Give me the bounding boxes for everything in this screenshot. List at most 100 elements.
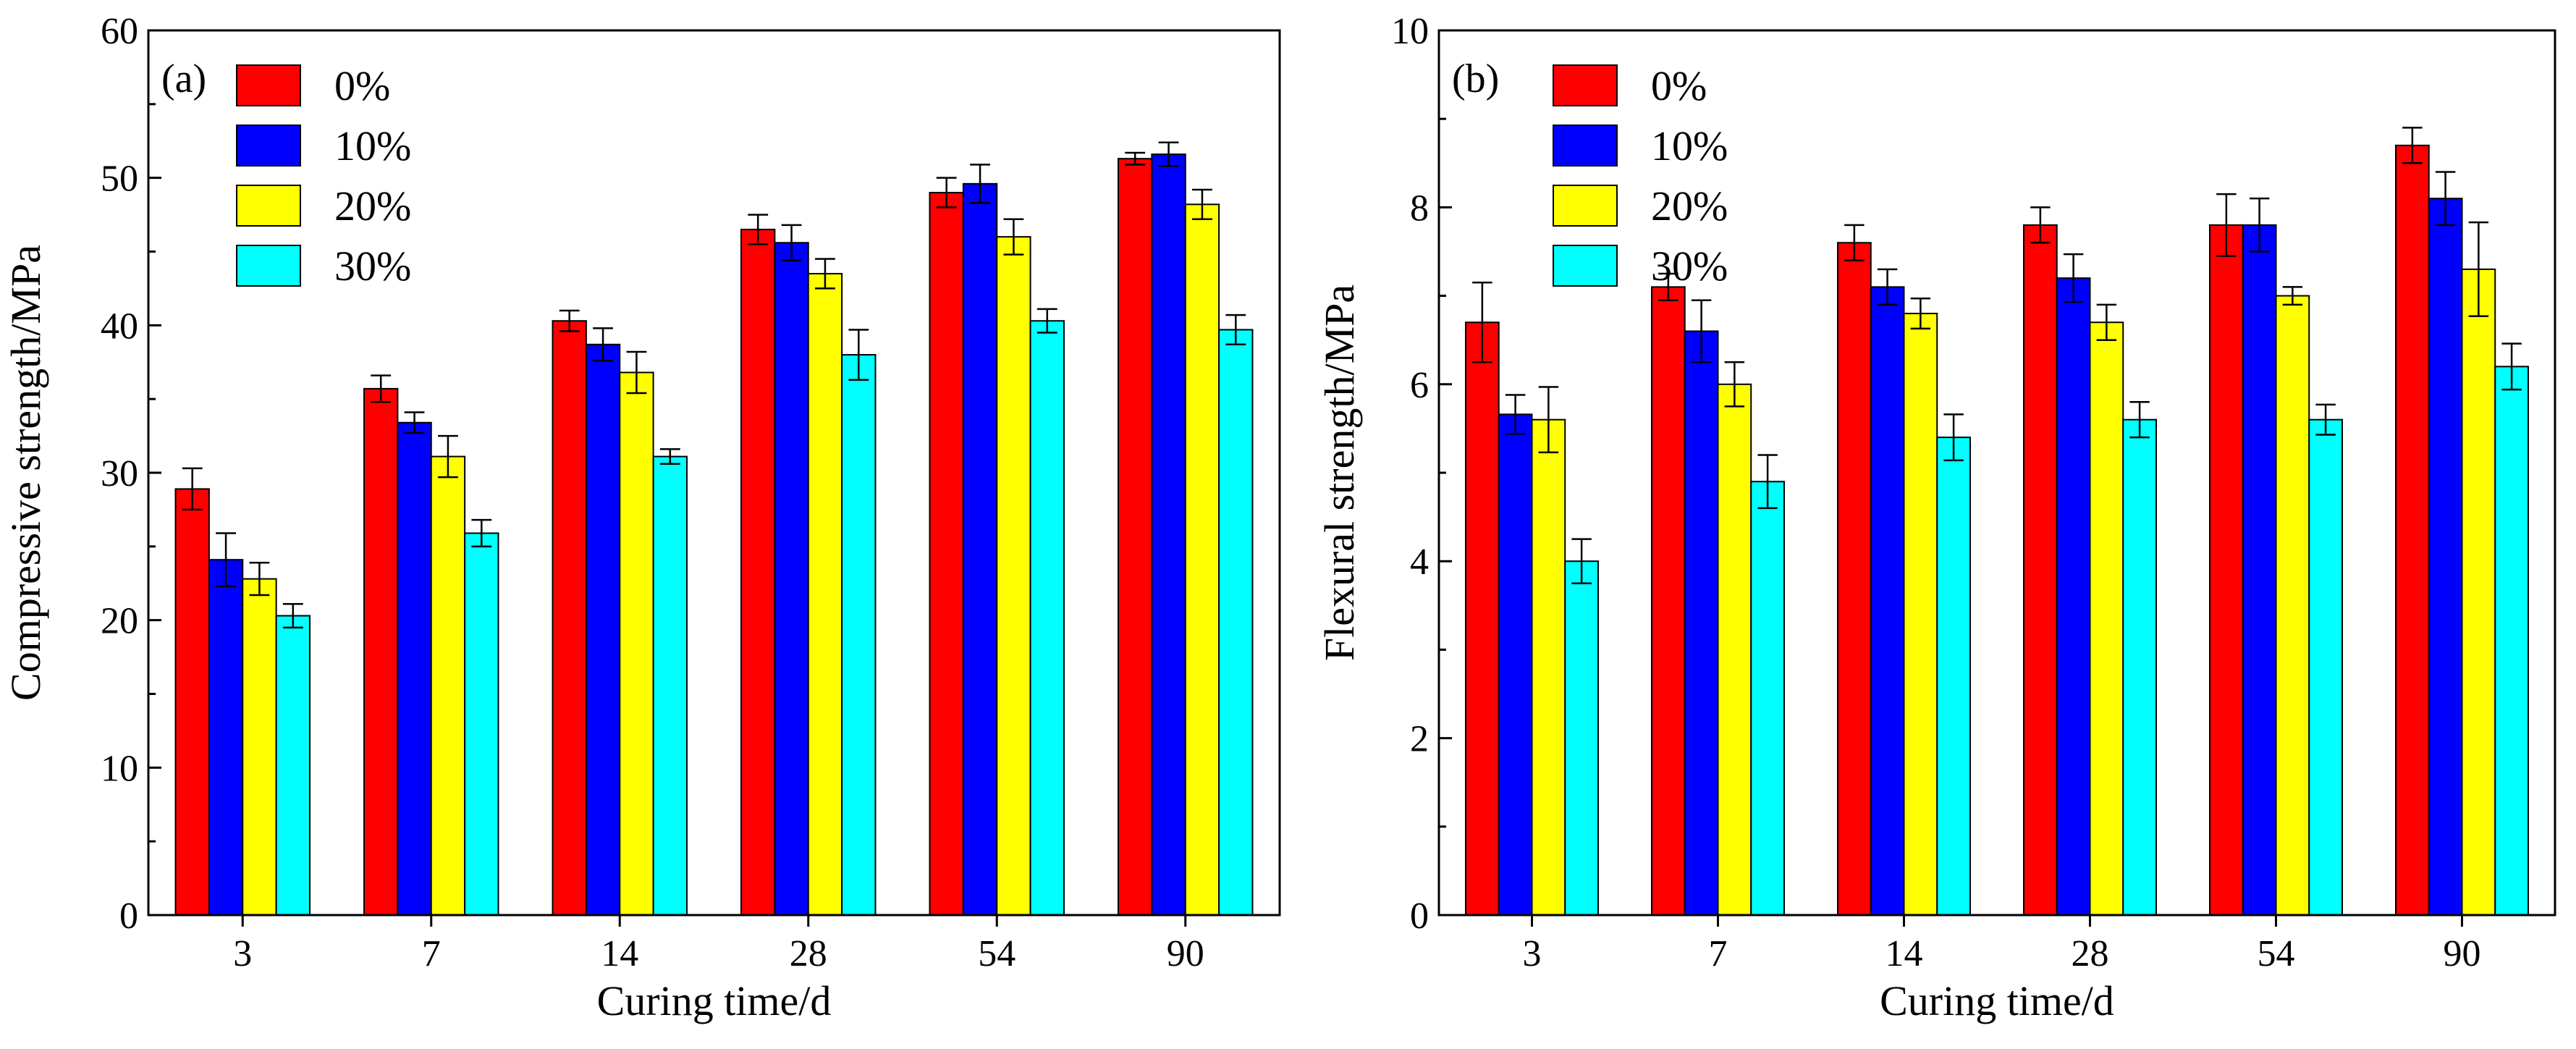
x-axis-title-a: Curing time/d [597,977,832,1024]
error-bar-b-10pct-14 [1877,268,1898,306]
error-bar-b-0pct-90 [2402,127,2423,164]
bar-a-10pct-90 [1151,153,1186,917]
error-bar-b-20pct-54 [2282,286,2303,306]
legend-label-a-20pct: 20% [334,182,411,229]
bar-b-20pct-90 [2461,268,2496,916]
bar-b-10pct-14 [1870,286,1905,916]
error-bar-b-30pct-3 [1571,538,1592,584]
legend-swatch-a-0pct [236,64,301,106]
legend-b: 0% 10% 20% 30% [1553,62,1728,290]
x-tick-label-b: 3 [1523,933,1542,974]
legend-swatch-a-20pct [236,185,301,227]
bar-b-0pct-3 [1465,321,1500,916]
x-tick-label-b: 54 [2258,933,2295,974]
x-tick-label-a: 14 [601,933,638,974]
error-bar-b-10pct-3 [1505,394,1526,435]
x-tick-label-b: 28 [2072,933,2109,974]
bar-b-30pct-28 [2122,418,2157,916]
bar-a-30pct-3 [275,615,311,916]
bar-a-0pct-28 [740,228,776,916]
y-tick-label-b: 2 [1410,719,1429,760]
legend-label-b-20pct: 20% [1651,182,1728,229]
bar-a-20pct-90 [1184,203,1220,916]
y-tick-label-b: 8 [1410,188,1429,229]
error-bar-a-0pct-54 [936,177,957,208]
legend-label-b-30pct: 30% [1651,243,1728,290]
bar-a-20pct-54 [996,236,1031,916]
error-bar-b-30pct-7 [1757,454,1778,510]
error-bar-a-30pct-7 [471,518,492,548]
error-bar-b-20pct-90 [2468,221,2489,317]
error-bar-b-30pct-28 [2129,400,2150,439]
bar-b-10pct-28 [2056,277,2091,917]
error-bar-a-20pct-7 [438,434,458,479]
bar-a-10pct-54 [962,182,998,916]
x-axis-title-b: Curing time/d [1880,977,2114,1024]
error-bar-a-30pct-3 [282,603,303,629]
chart-panel-b: 0 2 4 6 8 10 3 7 14 28 54 90 Curing time/d Flexural s… [1316,11,2556,1024]
error-bar-b-30pct-14 [1943,413,1964,462]
bar-b-20pct-14 [1903,313,1938,917]
bar-b-20pct-54 [2275,295,2310,917]
bar-b-10pct-54 [2242,224,2277,916]
x-tick-label-b: 14 [1885,933,1923,974]
error-bar-b-0pct-3 [1472,282,1492,363]
y-tick-label-b: 6 [1410,365,1429,406]
error-bar-a-0pct-14 [559,309,580,332]
bar-b-30pct-3 [1564,560,1599,916]
bar-a-20pct-14 [619,371,654,916]
error-bar-a-20pct-28 [815,258,835,290]
bar-b-20pct-3 [1531,418,1566,916]
error-bar-a-10pct-28 [781,224,802,261]
error-bar-b-10pct-90 [2435,171,2456,227]
bar-a-20pct-28 [807,273,843,916]
error-bar-b-10pct-54 [2249,197,2270,253]
x-tick-label-b: 90 [2444,933,2481,974]
legend-label-b-10pct: 10% [1651,122,1728,169]
bar-a-0pct-14 [552,320,587,916]
error-bar-a-10pct-7 [404,411,425,434]
y-axis-title-a: Compressive strength/MPa [2,245,49,701]
y-tick-label-a: 40 [101,306,138,347]
error-bar-a-10pct-3 [216,532,236,588]
bar-a-30pct-28 [841,354,877,917]
bar-b-30pct-7 [1750,481,1785,916]
bar-b-30pct-14 [1936,437,1971,916]
bar-b-20pct-7 [1717,383,1752,916]
error-bar-a-0pct-28 [748,214,769,245]
bar-b-10pct-3 [1498,413,1533,916]
y-axis-title-b: Flexural strength/MPa [1316,285,1363,661]
bar-a-10pct-28 [774,242,809,916]
bar-b-20pct-28 [2089,321,2124,916]
x-tick-label-a: 7 [422,933,441,974]
error-bar-b-0pct-7 [1658,272,1678,301]
bar-b-10pct-7 [1684,330,1719,917]
legend-swatch-b-0pct [1553,64,1618,106]
bar-a-0pct-54 [929,192,964,916]
bar-a-0pct-3 [174,488,210,916]
error-bar-b-10pct-28 [2063,253,2084,303]
y-tick-label-a: 20 [101,601,138,642]
x-tick-label-b: 7 [1709,933,1728,974]
bar-b-0pct-90 [2395,144,2430,917]
y-tick-label-a: 60 [101,11,138,52]
legend-label-a-0pct: 0% [334,62,390,109]
bar-a-30pct-14 [652,455,688,916]
error-bar-b-0pct-54 [2216,193,2237,257]
error-bar-a-20pct-90 [1192,188,1212,220]
error-bar-b-20pct-7 [1724,361,1745,408]
error-bar-a-20pct-54 [1003,218,1024,256]
legend-swatch-a-30pct [236,245,301,287]
bar-b-30pct-54 [2308,418,2343,916]
bar-b-0pct-28 [2023,224,2058,916]
bar-a-0pct-7 [363,387,399,916]
error-bar-b-10pct-7 [1691,299,1712,363]
bar-a-10pct-3 [208,559,244,916]
y-tick-label-a: 0 [119,896,138,937]
error-bar-b-0pct-14 [1844,224,1865,261]
error-bar-a-30pct-28 [848,329,869,381]
error-bar-a-10pct-54 [970,164,990,204]
error-bar-b-20pct-28 [2096,303,2117,341]
